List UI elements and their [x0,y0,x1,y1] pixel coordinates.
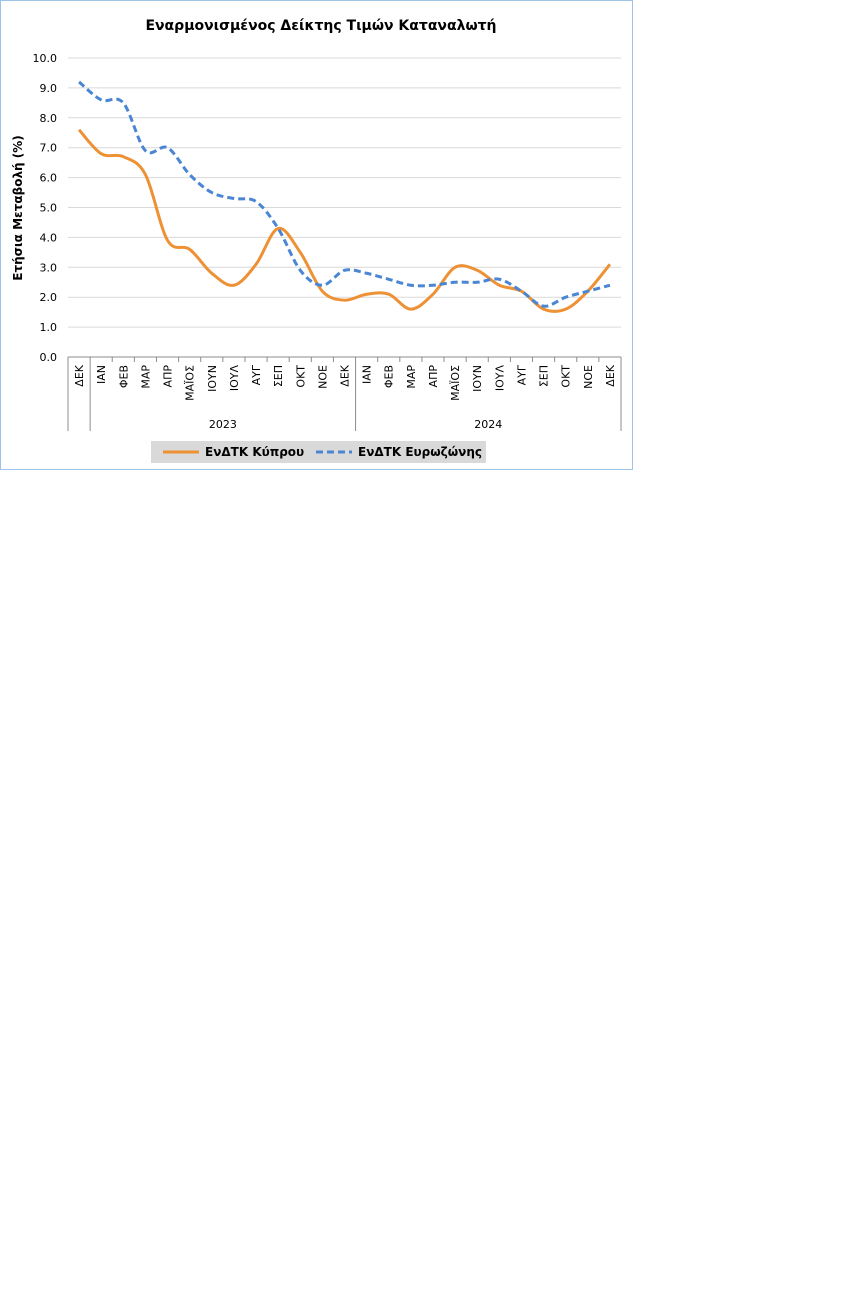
x-tick-label: ΑΥΓ [250,364,263,385]
series-line-cyprus [77,128,612,313]
legend-label-eurozone: ΕνΔΤΚ Ευρωζώνης [358,445,482,459]
x-tick-label: ΑΠΡ [162,365,175,388]
x-tick-label: ΝΟΕ [316,365,329,389]
x-tick-label: ΔΕΚ [604,364,617,386]
y-tick-label: 6.0 [40,172,58,185]
x-tick-label: ΟΚΤ [560,365,573,388]
y-tick-labels: 0.0 1.0 2.0 3.0 4.0 5.0 6.0 7.0 8.0 9.0 10.0 [33,52,58,364]
x-tick-label: ΟΚΤ [294,365,307,388]
y-tick-label: 1.0 [40,321,58,334]
gridlines [68,57,621,358]
x-tick-label: ΝΟΕ [582,365,595,389]
series-line-eurozone [78,80,611,308]
y-tick-label: 10.0 [33,52,58,65]
x-tick-label: ΜΑΡ [405,365,418,389]
x-tick-label: ΙΟΥΛ [493,365,506,392]
legend: ΕνΔΤΚ Κύπρου ΕνΔΤΚ Ευρωζώνης [151,441,486,463]
x-group-label: 2024 [474,418,502,431]
x-tick-label: ΔΕΚ [339,364,352,386]
x-tick-label: ΑΥΓ [515,364,528,385]
x-tick-label: ΙΟΥΝ [206,365,219,392]
y-tick-label: 2.0 [40,291,58,304]
x-tick-label: ΙΑΝ [361,365,374,384]
x-tick-label: ΜΑΡ [139,365,152,389]
x-tick-label: ΦΕΒ [383,365,396,388]
x-tick-label: ΙΟΥΛ [228,365,241,392]
x-tick-label: ΔΕΚ [73,364,86,386]
x-group-label: 2023 [209,418,237,431]
x-tick-label: ΜΑΪΟΣ [449,365,462,401]
y-tick-label: 9.0 [40,82,58,95]
x-tick-label: ΑΠΡ [427,365,440,388]
y-tick-label: 8.0 [40,112,58,125]
y-tick-label: 7.0 [40,142,58,155]
x-tick-label: ΙΑΝ [95,365,108,384]
y-tick-label: 4.0 [40,231,58,244]
x-tick-label: ΦΕΒ [117,365,130,388]
y-tick-label: 0.0 [40,351,58,364]
chart-frame: Εναρμονισμένος Δείκτης Τιμών Καταναλωτή … [0,0,633,470]
legend-label-cyprus: ΕνΔΤΚ Κύπρου [205,445,304,459]
chart-title: Εναρμονισμένος Δείκτης Τιμών Καταναλωτή [145,18,496,34]
x-tick-label: ΜΑΪΟΣ [184,365,197,401]
y-tick-label: 3.0 [40,261,58,274]
x-tick-label: ΙΟΥΝ [471,365,484,392]
series-lines [77,80,612,313]
y-axis-label: Ετήσια Μεταβολή (%) [11,135,25,281]
x-tick-label: ΣΕΠ [538,365,551,387]
x-axis: ΔΕΚ ΙΑΝ ΦΕΒ ΜΑΡ ΑΠΡ ΜΑΪΟΣ ΙΟΥΝ ΙΟΥΛ ΑΥΓ ΣΕΠ ΟΚΤ ΝΟΕ… [67,357,622,431]
x-tick-label: ΣΕΠ [272,365,285,387]
y-tick-label: 5.0 [40,202,58,215]
chart-svg: Εναρμονισμένος Δείκτης Τιμών Καταναλωτή … [11,18,622,463]
